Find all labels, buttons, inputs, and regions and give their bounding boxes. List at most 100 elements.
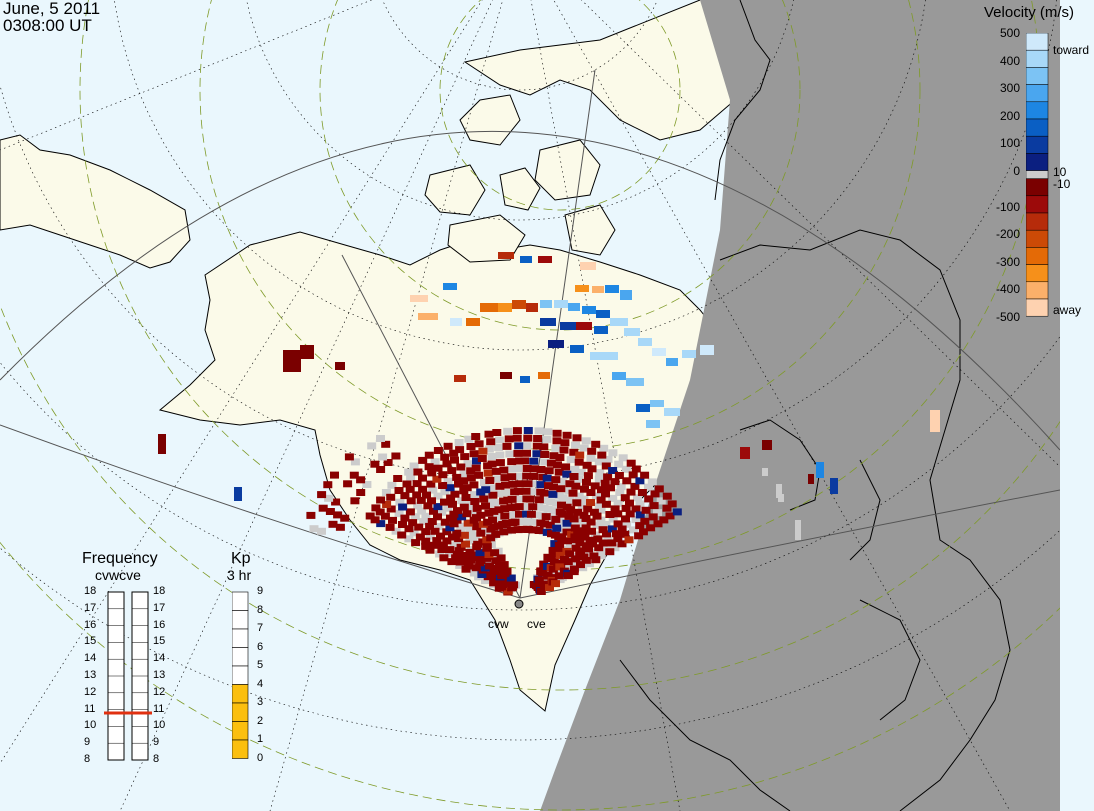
velocity-cell (506, 574, 516, 582)
velocity-cell (400, 514, 410, 522)
frequency-scale-label: 13 (84, 669, 97, 681)
velocity-cell (523, 480, 533, 488)
velocity-cell (626, 378, 644, 386)
kp-scale-label: 1 (257, 733, 264, 745)
velocity-cell (283, 350, 301, 372)
ground-scatter-cell (596, 506, 606, 514)
velocity-cell (448, 500, 457, 508)
velocity-cell (607, 525, 617, 533)
velocity-cell (433, 464, 443, 472)
velocity-cell (568, 489, 578, 497)
velocity-cell (318, 504, 328, 512)
ground-scatter-cell (487, 453, 497, 460)
ground-scatter-cell (480, 479, 489, 486)
velocity-cell (581, 556, 591, 564)
velocity-cell (402, 480, 412, 488)
velocity-cell (569, 473, 579, 480)
velocity-cell (613, 510, 623, 518)
velocity-cell (495, 563, 504, 571)
velocity-cell (234, 487, 242, 501)
velocity-cell (330, 471, 339, 479)
velocity-cell (333, 511, 343, 519)
velocity-cell (490, 549, 500, 557)
velocity-cell (573, 527, 583, 535)
colorbar-swatch (1026, 84, 1049, 103)
velocity-cell (500, 474, 510, 482)
velocity-cell (672, 508, 682, 516)
velocity-cell (540, 300, 552, 308)
velocity-cell (539, 489, 549, 497)
velocity-cell (462, 484, 472, 492)
ground-scatter-cell (488, 484, 498, 492)
velocity-cell (637, 489, 647, 496)
velocity-cell (350, 458, 360, 466)
velocity-cell (512, 434, 522, 442)
ground-scatter-cell (581, 437, 591, 445)
velocity-cell (551, 476, 561, 484)
ground-scatter-cell (463, 460, 473, 468)
velocity-cell (587, 527, 596, 535)
velocity-cell (551, 580, 560, 588)
ground-scatter-cell (591, 492, 601, 500)
arctic-island-3 (424, 164, 486, 216)
ground-scatter-cell (608, 494, 618, 502)
ground-scatter-cell (601, 520, 611, 528)
velocity-cell (383, 459, 393, 466)
ground-scatter-cell (608, 515, 618, 523)
velocity-cell (507, 495, 517, 503)
ground-scatter-cell (594, 458, 604, 466)
velocity-cell (581, 524, 591, 532)
ground-scatter-cell (558, 494, 568, 502)
ground-scatter-cell (404, 468, 414, 476)
velocity-cell (607, 539, 617, 547)
ground-scatter-cell (523, 503, 533, 510)
velocity-cell (564, 512, 574, 520)
frequency-scale-label: 8 (153, 753, 160, 765)
velocity-cell (451, 554, 461, 562)
velocity-cell (555, 454, 565, 461)
velocity-cell (378, 453, 388, 461)
ground-scatter-cell (615, 489, 625, 496)
velocity-cell (604, 352, 618, 360)
ground-scatter-cell (395, 498, 405, 506)
ground-scatter-cell (596, 548, 606, 556)
velocity-cell (621, 504, 631, 512)
ground-scatter-cell (381, 489, 391, 496)
velocity-cell (549, 452, 559, 460)
velocity-cell (529, 457, 539, 465)
velocity-cell (472, 504, 482, 512)
ground-scatter-cell (430, 458, 440, 466)
velocity-cell (520, 457, 530, 465)
ground-scatter-cell (628, 526, 638, 534)
velocity-cell (424, 463, 434, 471)
ground-scatter-cell (599, 444, 609, 452)
velocity-cell (620, 290, 632, 300)
ground-scatter-cell (464, 435, 474, 443)
velocity-cell (536, 481, 546, 489)
velocity-cell (461, 494, 471, 501)
colorbar-swatch (1026, 229, 1049, 248)
velocity-cell (448, 533, 457, 541)
velocity-cell (594, 326, 608, 334)
velocity-cell (484, 551, 494, 558)
velocity-cell (592, 286, 604, 293)
ground-scatter-cell (614, 460, 624, 468)
velocity-cell (456, 463, 466, 471)
velocity-cell (644, 495, 654, 503)
ground-scatter-cell (391, 527, 401, 535)
velocity-cell (455, 446, 465, 454)
velocity-cell (477, 571, 487, 578)
velocity-cell (427, 497, 436, 505)
ground-scatter-cell (470, 491, 479, 499)
velocity-cell (635, 477, 645, 485)
ground-scatter-cell (596, 516, 606, 524)
kp-subtitle: 3 hr (227, 567, 252, 583)
frequency-scale-label: 11 (153, 702, 165, 715)
velocity-cell (574, 458, 584, 466)
velocity-cell (587, 465, 597, 473)
velocity-cell (502, 442, 512, 450)
radar-site-marker (514, 599, 524, 609)
velocity-cell (324, 494, 334, 502)
velocity-colorbar (1026, 33, 1049, 317)
